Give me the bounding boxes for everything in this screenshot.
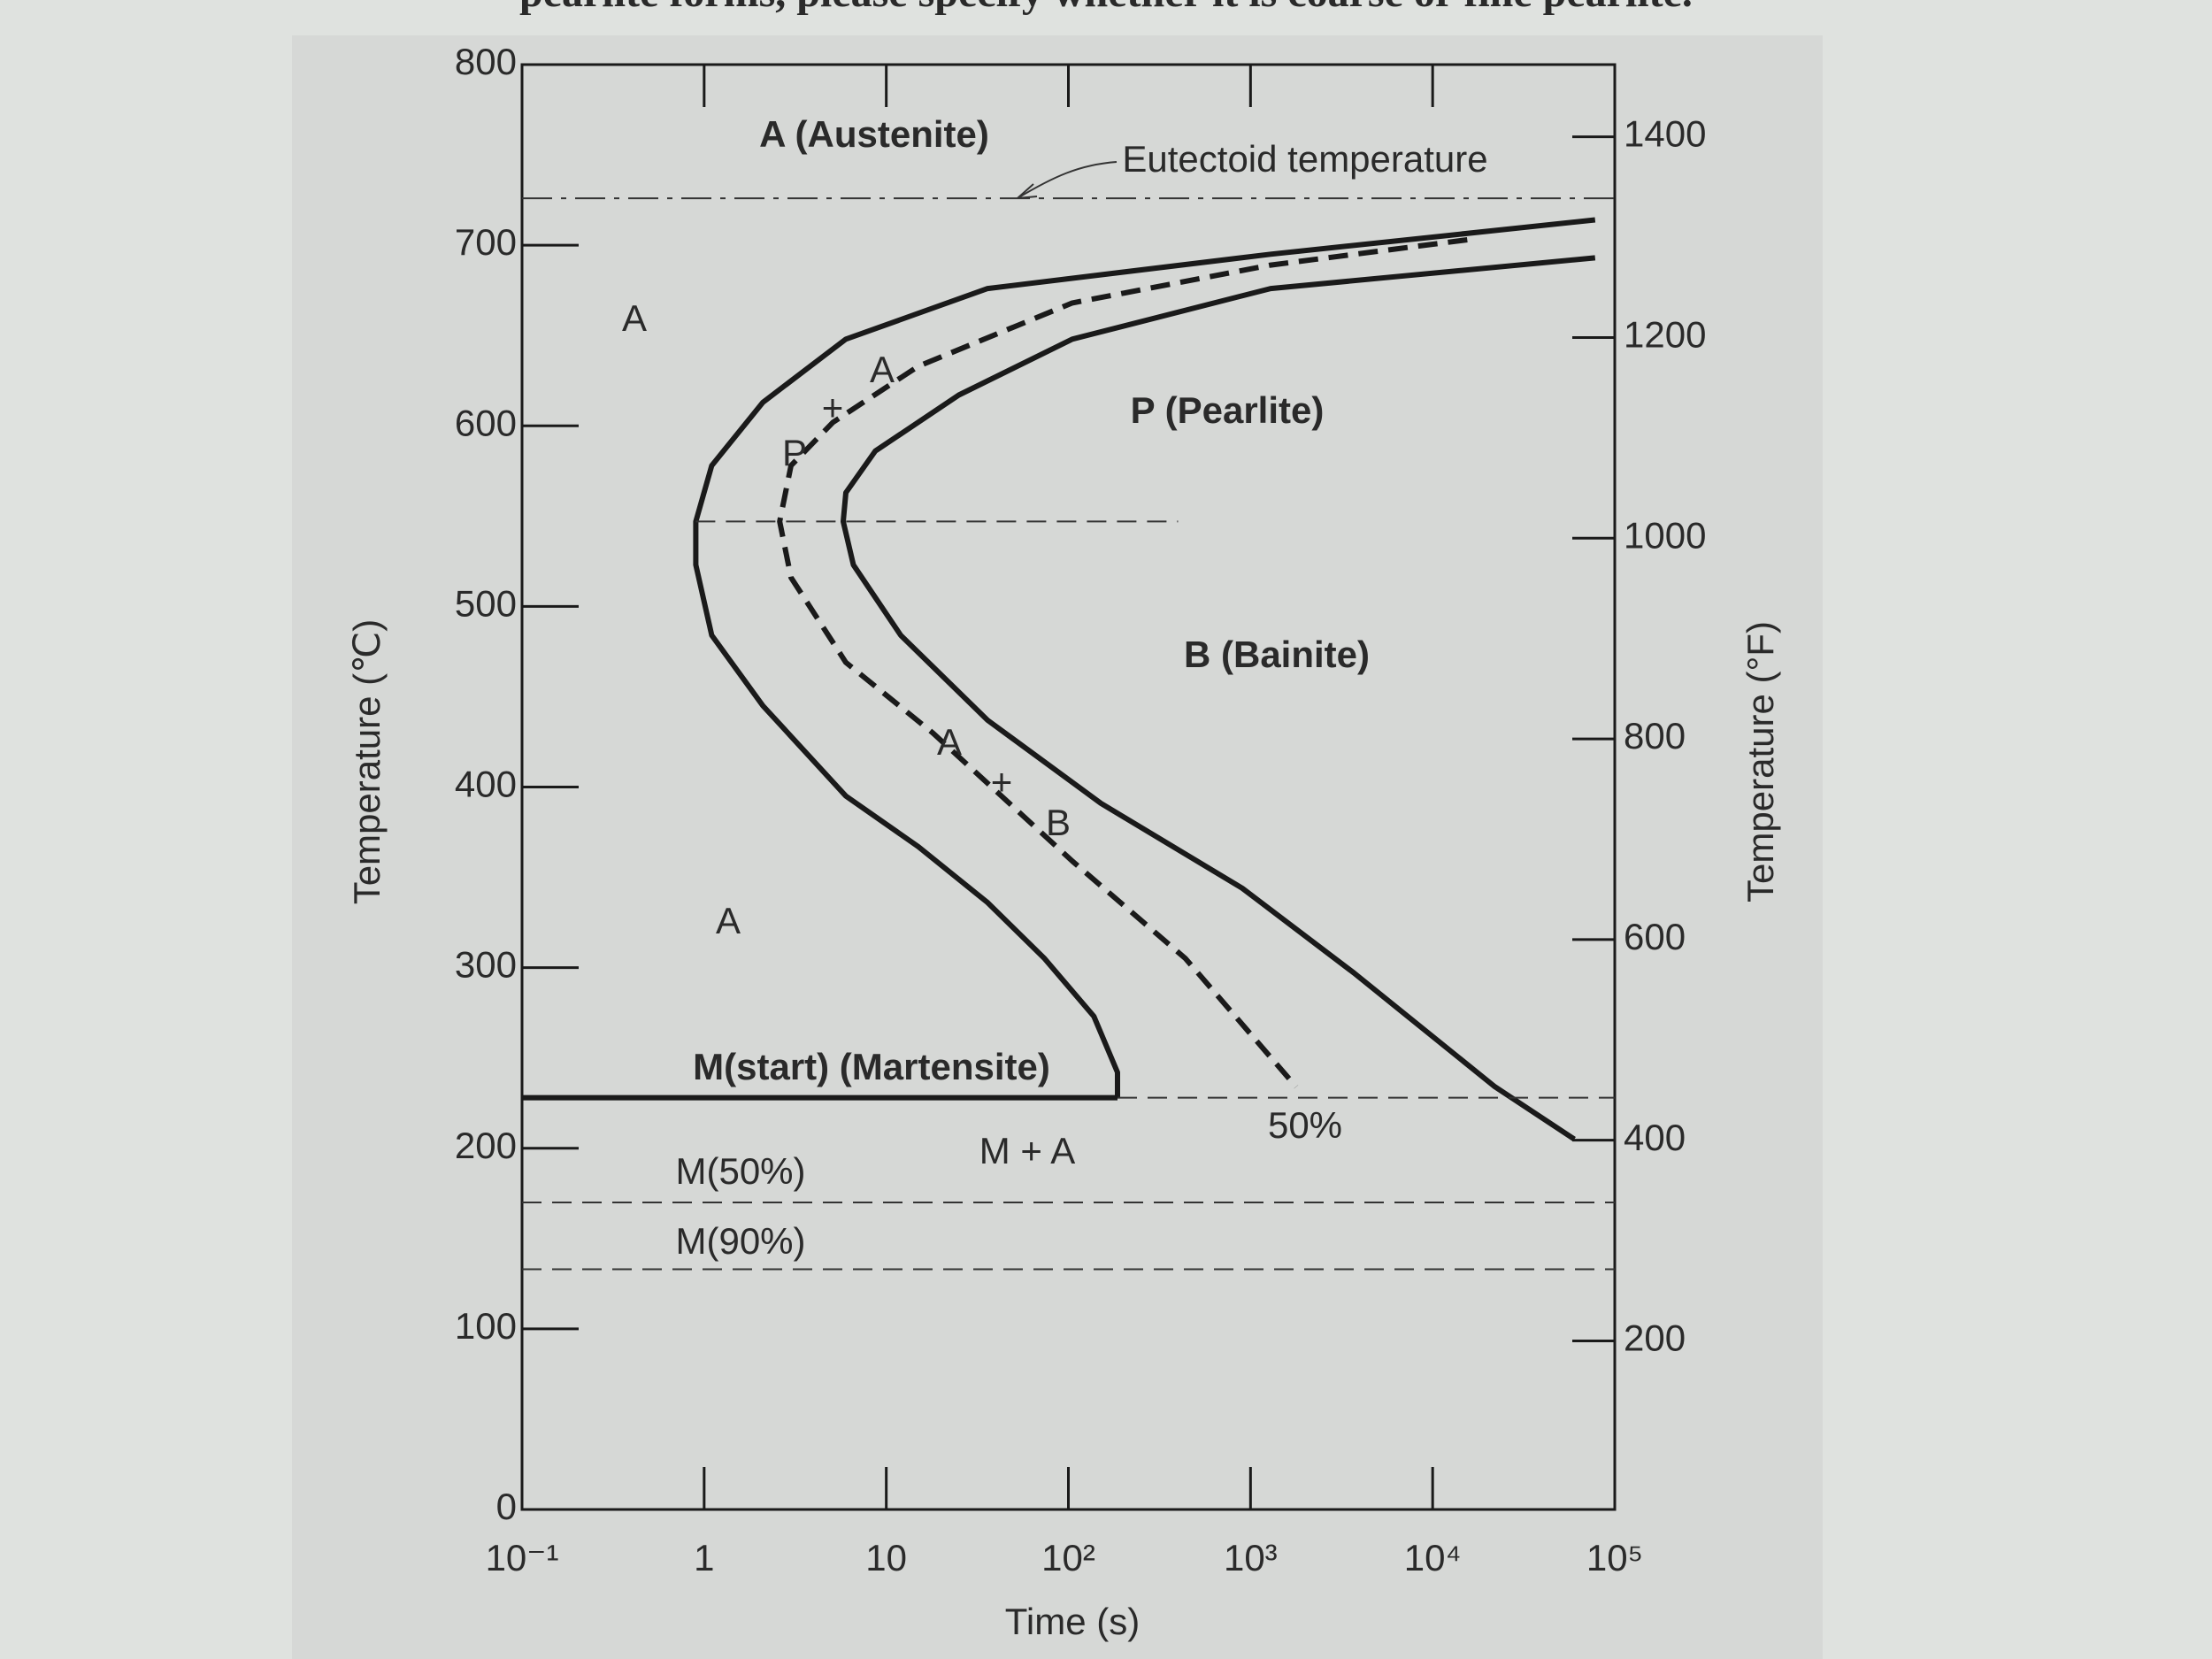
y-tick-label: 0	[496, 1486, 517, 1527]
annotation: M(50%)	[675, 1150, 805, 1192]
annotation: B (Bainite)	[1184, 634, 1370, 675]
y2-tick-label: 800	[1624, 715, 1686, 757]
x-tick-label: 10⁴	[1404, 1537, 1462, 1578]
series-line	[841, 255, 1596, 1142]
x-tick-label: 10⁵	[1586, 1537, 1643, 1578]
x-tick-label: 10³	[1224, 1537, 1278, 1578]
annotation: Eutectoid temperature	[1122, 138, 1487, 180]
y2-tick-label: 1200	[1624, 314, 1706, 356]
annotation: A	[870, 349, 895, 390]
series-line	[693, 217, 1596, 1098]
y-tick-label: 300	[455, 944, 517, 986]
y-tick-label: 100	[455, 1305, 517, 1347]
annotation: A	[622, 297, 647, 339]
annotation: A (Austenite)	[759, 113, 989, 155]
annotation: M(90%)	[675, 1220, 805, 1262]
annotation: B	[1046, 802, 1071, 843]
y-tick-label: 200	[455, 1125, 517, 1166]
page-shade	[292, 35, 1823, 1659]
y-tick-label: 400	[455, 764, 517, 805]
annotation: P (Pearlite)	[1131, 389, 1325, 431]
annotation: 50%	[1268, 1104, 1342, 1146]
annotation: A	[937, 721, 962, 763]
y-axis-title: Temperature (℃)	[346, 619, 388, 905]
annotation: P	[782, 432, 807, 473]
x-tick-label: 1	[694, 1537, 714, 1578]
y2-tick-label: 400	[1624, 1117, 1686, 1158]
series-line	[777, 237, 1468, 1089]
y-tick-label: 500	[455, 582, 517, 624]
y-tick-label: 800	[455, 41, 517, 82]
y-tick-label: 700	[455, 221, 517, 263]
y-tick-label: 600	[455, 402, 517, 443]
annotation: M(start) (Martensite)	[693, 1046, 1050, 1087]
x-axis-title: Time (s)	[1005, 1601, 1140, 1642]
x-tick-label: 10⁻¹	[486, 1537, 559, 1578]
header-text: pearlite forms, please specify whether i…	[519, 0, 1693, 16]
y2-axis-title: Temperature (°F)	[1740, 621, 1781, 902]
annotation: +	[822, 387, 844, 428]
x-tick-label: 10	[865, 1537, 907, 1578]
y2-tick-label: 200	[1624, 1317, 1686, 1359]
y2-tick-label: 1000	[1624, 514, 1706, 556]
annotation: A	[716, 900, 741, 941]
annotation: +	[991, 761, 1013, 803]
y2-tick-label: 1400	[1624, 113, 1706, 155]
annotation-arrow	[1017, 161, 1118, 199]
x-tick-label: 10²	[1041, 1537, 1095, 1578]
y2-tick-label: 600	[1624, 916, 1686, 957]
annotation: M + A	[979, 1130, 1076, 1171]
